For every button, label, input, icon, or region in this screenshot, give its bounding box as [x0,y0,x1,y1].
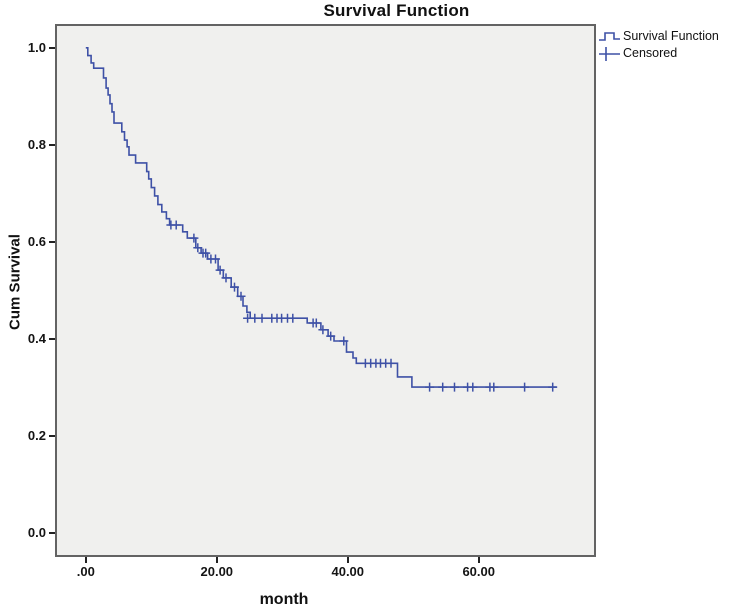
y-tick-label: 1.0 [27,39,46,55]
x-axis-title: month [259,591,309,608]
y-axis-tick [49,338,55,341]
plus-marker-icon [599,46,620,61]
x-axis-tick [215,557,218,563]
legend: Survival Function Censored [598,27,719,61]
step-line-icon [599,31,620,41]
y-axis-tick [49,240,55,243]
survival-step-line [85,47,557,388]
x-tick-label: 20.00 [200,564,234,579]
y-tick-label: 0.6 [27,233,46,249]
legend-label-censored: Censored [623,45,678,60]
x-tick-label: 40.00 [331,564,365,579]
y-axis-tick [49,46,55,49]
y-tick-label: 0.8 [27,136,46,152]
y-tick-label: 0.0 [27,525,46,541]
survival-plot-canvas [85,47,558,392]
y-axis-tick [49,143,55,146]
x-axis-tick [346,557,349,563]
x-axis-tick [477,557,480,563]
y-axis-tick [49,532,55,535]
legend-item-censored: Censored [598,44,719,61]
x-tick-label: .00 [76,564,95,579]
y-tick-label: 0.4 [27,331,46,347]
legend-label-survival-function: Survival Function [623,28,719,43]
y-tick-label: 0.2 [27,428,46,444]
legend-item-survival-function: Survival Function [598,27,719,44]
x-tick-label: 60.00 [462,564,495,579]
y-axis-tick [49,435,55,438]
censored-markers [166,220,558,392]
x-axis-tick [84,557,87,563]
plot-area [55,24,596,557]
chart-title: Survival Function [323,1,470,20]
y-axis-title: Cum Survival [6,234,24,330]
